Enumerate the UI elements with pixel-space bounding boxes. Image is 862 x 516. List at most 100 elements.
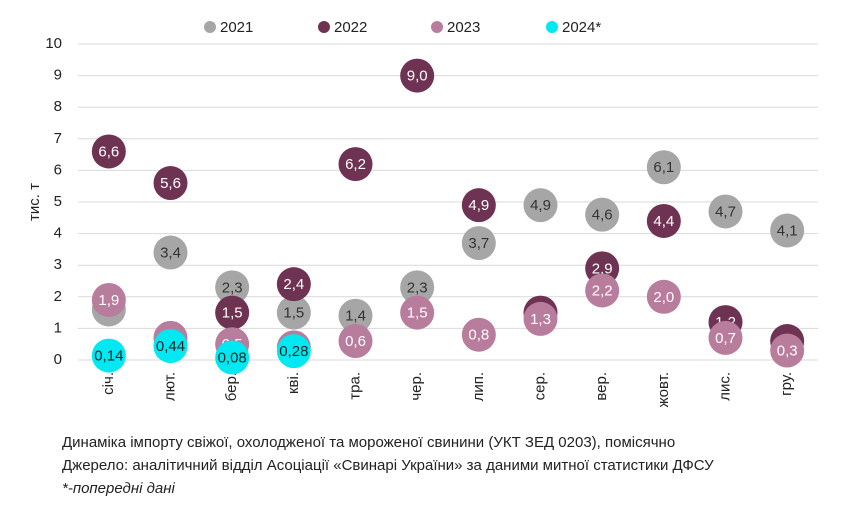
legend-label: 2023: [447, 19, 480, 36]
value-label: 2,2: [592, 282, 613, 299]
x-tick-label: січ.: [100, 372, 117, 395]
legend-marker: [318, 21, 330, 33]
value-label: 6,2: [345, 156, 366, 173]
y-tick-label: 2: [54, 288, 62, 305]
x-tick-label: лис.: [716, 372, 733, 401]
y-tick-label: 4: [54, 225, 62, 242]
value-label: 0,8: [468, 327, 489, 344]
dot: [338, 298, 373, 333]
value-label: 2,9: [592, 260, 613, 277]
note: Динаміка імпорту свіжої, охолодженої та …: [62, 434, 675, 451]
x-tick-label: кві.: [285, 372, 302, 394]
value-label: 0,28: [279, 343, 308, 360]
dot: [215, 270, 250, 305]
y-tick-label: 8: [54, 98, 62, 115]
value-label: 1,5: [222, 305, 243, 322]
value-label: 0,14: [94, 348, 123, 365]
dot: [770, 333, 805, 368]
x-tick-label: сер.: [531, 372, 548, 400]
y-tick-label: 1: [54, 319, 62, 336]
dot: [215, 295, 250, 330]
dot: [400, 270, 435, 305]
dot: [646, 150, 681, 185]
value-label: 4,4: [653, 213, 674, 230]
dot: [400, 58, 435, 93]
dot: [523, 188, 558, 223]
dot: [153, 235, 188, 270]
y-tick-label: 9: [54, 67, 62, 84]
value-label: 0,7: [715, 330, 736, 347]
dot: [338, 324, 373, 359]
value-label: 4,9: [468, 197, 489, 214]
value-label: 0,3: [777, 342, 798, 359]
value-label: 4,1: [777, 222, 798, 239]
value-label: 4,9: [530, 197, 551, 214]
value-label: 0,6: [345, 333, 366, 350]
value-label: 1,3: [530, 311, 551, 328]
x-tick-label: лип.: [470, 372, 487, 401]
dot: [708, 320, 743, 355]
dot: [276, 295, 311, 330]
note: *-попередні дані: [62, 480, 175, 497]
value-label: 5,6: [160, 175, 181, 192]
x-tick-label: тра.: [346, 372, 363, 400]
legend-marker: [204, 21, 216, 33]
value-label: 3,4: [160, 245, 181, 262]
y-tick-label: 6: [54, 161, 62, 178]
value-label: 6,1: [653, 159, 674, 176]
dot: [91, 338, 126, 373]
x-tick-label: бер.: [223, 372, 240, 401]
y-tick-label: 3: [54, 256, 62, 273]
x-tick-label: чер.: [408, 372, 425, 401]
dot: [461, 188, 496, 223]
value-label: 0,44: [156, 338, 185, 355]
dot: [523, 301, 558, 336]
y-tick-label: 10: [45, 35, 62, 52]
value-label: 6,6: [98, 143, 119, 160]
value-label: 1,4: [345, 308, 366, 325]
dot: [461, 226, 496, 261]
value-label: 2,0: [653, 289, 674, 306]
note: Джерело: аналітичний відділ Асоціації «С…: [62, 457, 714, 474]
dot: [585, 197, 620, 232]
y-tick-label: 5: [54, 193, 62, 210]
legend-marker: [431, 21, 443, 33]
value-label: 2,4: [283, 276, 304, 293]
dot: [461, 317, 496, 352]
dot: [91, 282, 126, 317]
legend-marker: [546, 21, 558, 33]
dot: [646, 203, 681, 238]
value-label: 9,0: [407, 68, 428, 85]
dot: [215, 340, 250, 375]
value-label: 3,7: [468, 235, 489, 252]
value-label: 2,3: [222, 279, 243, 296]
value-label: 1,5: [283, 305, 304, 322]
value-label: 4,7: [715, 203, 736, 220]
value-label: 4,6: [592, 207, 613, 224]
value-label: 1,5: [407, 305, 428, 322]
dot: [708, 194, 743, 229]
value-label: 2,3: [407, 279, 428, 296]
value-label: 1,9: [98, 292, 119, 309]
x-tick-label: лют.: [161, 372, 178, 401]
dot: [338, 147, 373, 182]
legend-label: 2024*: [562, 19, 601, 36]
legend-label: 2021: [220, 19, 253, 36]
x-tick-label: вер.: [593, 372, 610, 401]
dot: [153, 329, 188, 364]
dot: [400, 295, 435, 330]
x-tick-label: гру.: [778, 372, 795, 396]
dot: [91, 134, 126, 169]
legend-label: 2022: [334, 19, 367, 36]
dot: [585, 273, 620, 308]
value-label: 0,08: [218, 349, 247, 366]
dot: [153, 166, 188, 201]
dot: [646, 279, 681, 314]
y-tick-label: 0: [54, 351, 62, 368]
y-tick-label: 7: [54, 130, 62, 147]
dot: [770, 213, 805, 248]
y-axis-label: тис. т: [26, 183, 43, 221]
dot: [276, 334, 311, 369]
dot: [276, 267, 311, 302]
